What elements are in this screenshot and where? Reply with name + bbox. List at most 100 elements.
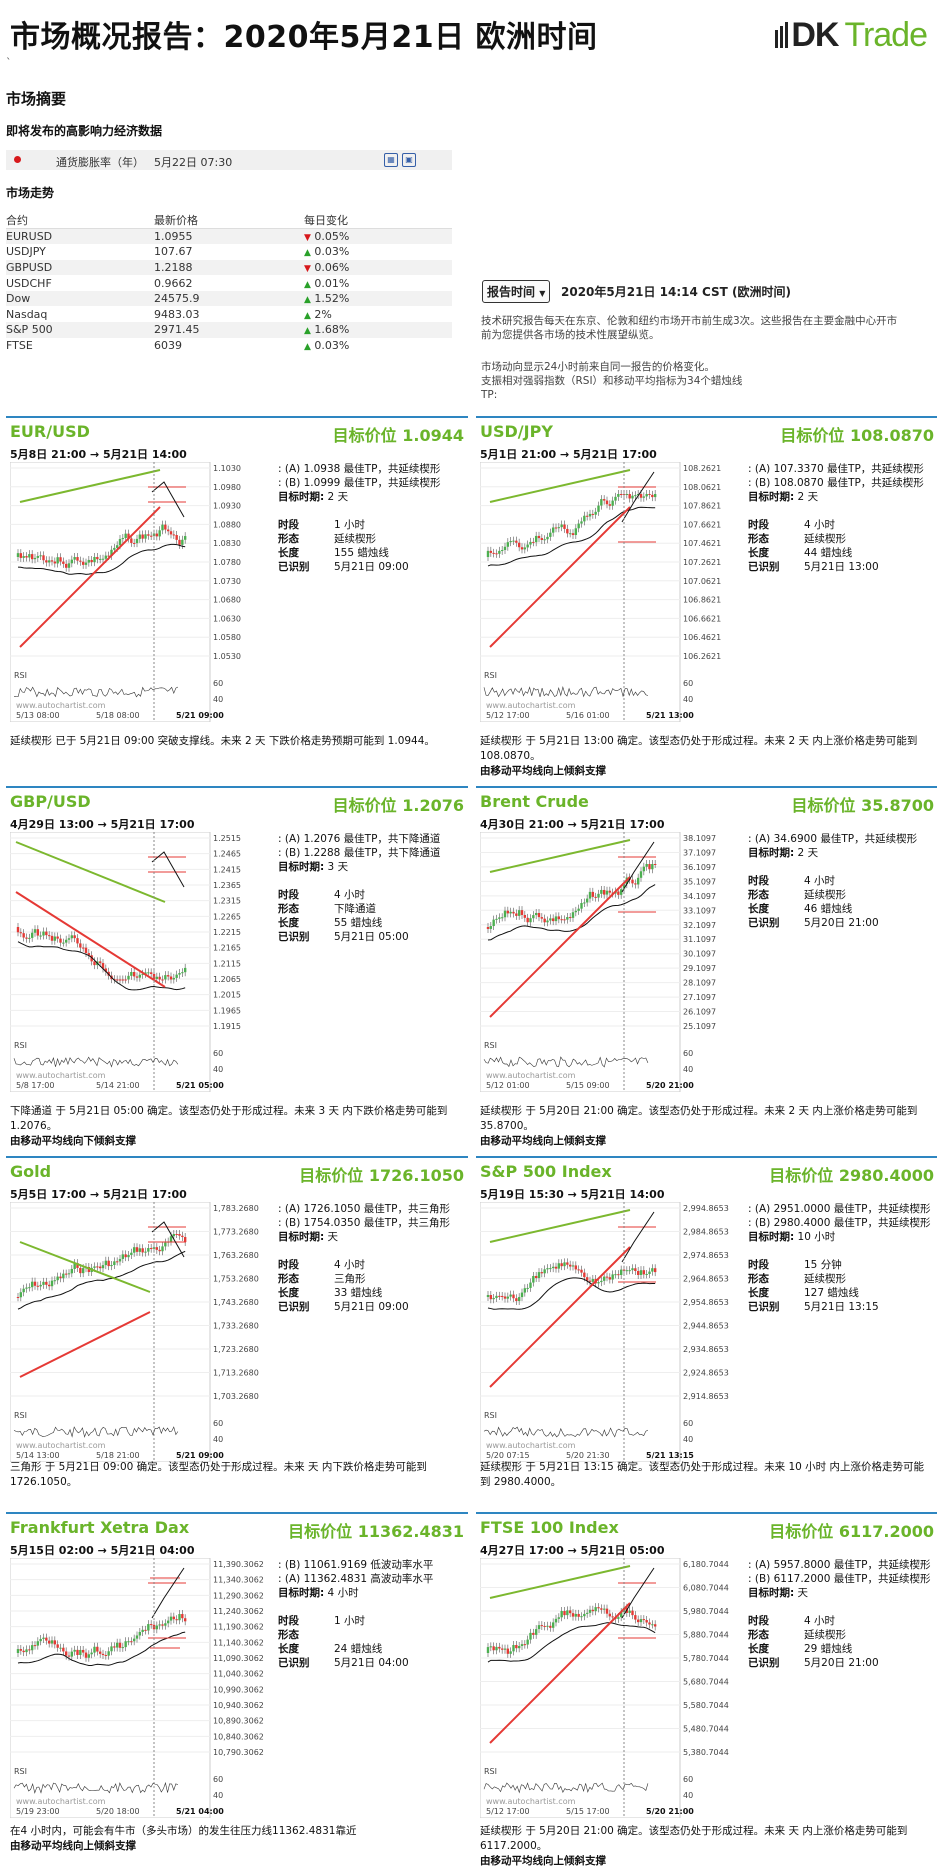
instrument-panel-ftse-100-index[interactable]: FTSE 100 Index 目标价位 6117.2000 4月27日 17:0… <box>476 1512 937 1876</box>
candle <box>648 864 651 870</box>
x-tick-label: 5/21 09:00 <box>176 711 224 720</box>
candle <box>45 560 48 563</box>
y-tick-label: 107.6621 <box>683 520 721 529</box>
candle <box>36 555 40 558</box>
instrument-panel-eur-usd[interactable]: EUR/USD 目标价位 1.0944 5月8日 21:00 → 5月21日 1… <box>6 416 468 786</box>
moving-average-line <box>17 543 186 575</box>
candle <box>127 1641 130 1643</box>
pattern-info: : (A) 2951.0000 最佳TP，共延续楔形: (B) 2980.400… <box>748 1202 931 1314</box>
market-row[interactable]: FTSE 6039 ▲ 0.03% <box>6 338 452 354</box>
instrument-title[interactable]: S&P 500 Index <box>480 1162 612 1181</box>
dk-trade-logo[interactable]: DK Trade <box>775 16 928 57</box>
candle <box>546 1625 549 1627</box>
watermark: www.autochartist.com <box>16 1797 106 1806</box>
info-length: 长度 29 蜡烛线 <box>748 1643 853 1655</box>
instrument-panel-brent-crude[interactable]: Brent Crude 目标价位 35.8700 4月30日 21:00 → 5… <box>476 786 937 1156</box>
instrument-title[interactable]: Frankfurt Xetra Dax <box>10 1518 190 1537</box>
candle <box>178 539 181 545</box>
market-row[interactable]: EURUSD 1.0955 ▼ 0.05% <box>6 228 452 245</box>
report-desc-1: 技术研究报告每天在东京、伦敦和纽约市场开市前生成3次。这些报告在主要金融中心开市… <box>481 315 898 341</box>
y-tick-label: 28.1097 <box>683 979 716 988</box>
candle <box>619 1611 623 1618</box>
candle <box>64 1273 68 1275</box>
candle <box>509 911 512 914</box>
candle <box>503 910 507 918</box>
latest-price: 9483.03 <box>154 307 200 321</box>
target-period-row: 目标时期: 2 天 <box>748 847 819 859</box>
economic-data-title: 即将发布的高影响力经济数据 <box>6 124 163 138</box>
candle <box>98 558 102 560</box>
instrument-title[interactable]: USD/JPY <box>480 422 553 441</box>
candle <box>651 1268 654 1272</box>
calendar-add-icon[interactable]: ▣ <box>402 153 416 167</box>
candle <box>113 1261 116 1265</box>
candle <box>554 1618 558 1623</box>
candle <box>144 972 147 974</box>
price-chart: 1.1030 1.0980 1.0930 1.0880 1.0830 1.0780 1.07… <box>9 461 241 723</box>
x-tick-label: 5/18 08:00 <box>96 711 140 720</box>
instrument-panel-s-p-500-index[interactable]: S&P 500 Index 目标价位 2980.4000 5月19日 15:30… <box>476 1156 937 1512</box>
calendar-icon[interactable]: ▦ <box>384 153 398 167</box>
candle <box>642 496 646 498</box>
latest-price: 6039 <box>154 338 182 352</box>
candle <box>540 917 544 919</box>
market-row[interactable]: Nasdaq 9483.03 ▲ 2% <box>6 306 452 322</box>
economic-event-row[interactable]: 通货膨胀率（年） 5月22日 07:30 ▦ ▣ <box>6 150 452 170</box>
y-tick-label: 10,990.3062 <box>213 1685 264 1694</box>
candle <box>141 973 144 975</box>
instrument-title[interactable]: Brent Crude <box>480 792 589 811</box>
contract-name: USDCHF <box>6 276 52 290</box>
candle <box>147 972 150 974</box>
candle <box>56 1644 59 1648</box>
market-row[interactable]: S&P 500 2971.45 ▲ 1.68% <box>6 322 452 338</box>
candle <box>537 1625 541 1630</box>
candle <box>84 1652 88 1658</box>
header-tick-mark: ` <box>6 56 12 69</box>
rsi-label: RSI <box>484 1767 497 1776</box>
instrument-panel-gold[interactable]: Gold 目标价位 1726.1050 5月5日 17:00 → 5月21日 1… <box>6 1156 468 1512</box>
candle <box>28 1649 31 1651</box>
candle <box>515 913 518 916</box>
market-row[interactable]: USDJPY 107.67 ▲ 0.03% <box>6 244 452 260</box>
y-tick-label: 5,380.7044 <box>683 1748 729 1757</box>
chart-container: 1.2515 1.2465 1.2415 1.2365 1.2315 1.2265 1.22… <box>9 831 272 1096</box>
instrument-panel-usd-jpy[interactable]: USD/JPY 目标价位 108.0870 5月1日 21:00 → 5月21日… <box>476 416 937 786</box>
rsi-label: RSI <box>484 1411 497 1420</box>
candle <box>534 912 538 916</box>
instrument-title[interactable]: Gold <box>10 1162 52 1181</box>
x-tick-label: 5/16 01:00 <box>566 711 610 720</box>
y-tick-label: 1,753.2680 <box>213 1275 259 1284</box>
report-time-dropdown[interactable]: 报告时间 ▼ <box>482 280 551 303</box>
candle <box>617 891 620 895</box>
y-tick-label: 25.1097 <box>683 1022 716 1031</box>
chevron-down-icon: ▼ <box>539 289 546 298</box>
target-price: 目标价位 35.8700 <box>791 796 934 815</box>
x-tick-label: 5/21 13:15 <box>646 1451 694 1460</box>
chart-container: 108.2621 108.0621 107.8621 107.6621 107.4621… <box>479 461 742 726</box>
support-line <box>489 1246 631 1388</box>
candle <box>98 1651 102 1654</box>
market-row[interactable]: GBPUSD 1.2188 ▼ 0.06% <box>6 259 452 276</box>
candle <box>70 935 74 939</box>
info-period: 时段 15 分钟 <box>748 1259 842 1271</box>
candle <box>118 1642 122 1648</box>
candle <box>64 939 68 943</box>
candle <box>588 891 592 899</box>
instrument-panel-gbp-usd[interactable]: GBP/USD 目标价位 1.2076 4月29日 13:00 → 5月21日 … <box>6 786 468 1156</box>
candle <box>486 927 490 929</box>
candle <box>597 1282 600 1284</box>
info-period: 时段 4 小时 <box>748 875 836 887</box>
market-row[interactable]: Dow 24575.9 ▲ 1.52% <box>6 290 452 307</box>
candle <box>132 1247 136 1253</box>
candle <box>47 935 51 937</box>
instrument-title[interactable]: EUR/USD <box>10 422 90 441</box>
market-row[interactable]: USDCHF 0.9662 ▲ 0.01% <box>6 275 452 291</box>
candle <box>149 972 153 974</box>
instrument-panel-frankfurt-xetra-dax[interactable]: Frankfurt Xetra Dax 目标价位 11362.4831 5月15… <box>6 1512 468 1876</box>
instrument-title[interactable]: FTSE 100 Index <box>480 1518 619 1537</box>
instrument-title[interactable]: GBP/USD <box>10 792 91 811</box>
x-tick-label: 5/21 05:00 <box>176 1081 224 1090</box>
candle <box>506 910 510 914</box>
candle <box>98 961 102 964</box>
chart-frame <box>479 1201 681 1463</box>
